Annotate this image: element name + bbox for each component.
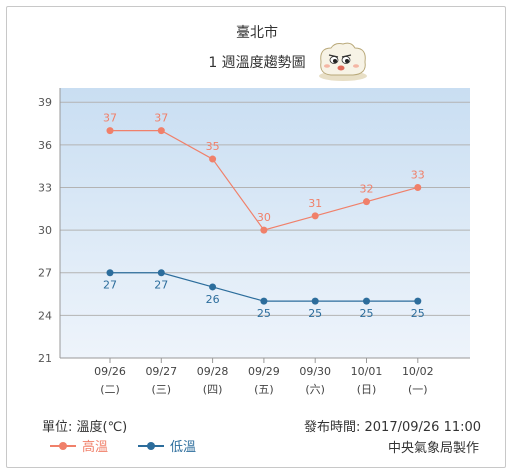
legend-low-swatch: [138, 441, 164, 451]
x-tick-label: 09/30: [299, 365, 331, 378]
high-data-label: 37: [103, 112, 117, 125]
low-data-label: 25: [411, 307, 425, 320]
high-data-label: 30: [257, 211, 271, 224]
high-data-label: 31: [308, 197, 322, 210]
x-tick-label: 09/28: [197, 365, 229, 378]
low-data-label: 26: [206, 293, 220, 306]
high-data-point: [311, 212, 319, 220]
x-weekday-label: (日): [357, 383, 377, 396]
legend-low-label: 低溫: [170, 440, 197, 455]
low-data-point: [414, 297, 422, 305]
plot-area: [60, 88, 470, 358]
y-tick-label: 33: [38, 181, 52, 194]
legend-low: 低溫: [138, 436, 196, 455]
y-tick-label: 21: [38, 352, 52, 365]
high-data-point: [260, 226, 268, 234]
high-data-label: 33: [411, 168, 425, 181]
maker-credit: 中央氣象局製作: [388, 441, 480, 456]
y-tick-label: 24: [38, 309, 52, 322]
y-tick-label: 27: [38, 267, 52, 280]
chart-frame: [6, 6, 506, 468]
legend-high-label: 高溫: [82, 440, 109, 455]
chart-location-title: 臺北市: [236, 25, 278, 41]
high-data-label: 32: [360, 183, 374, 196]
low-data-point: [311, 297, 319, 305]
x-tick-label: 09/27: [145, 365, 177, 378]
y-tick-label: 36: [38, 139, 52, 152]
x-tick-label: 09/29: [248, 365, 280, 378]
low-data-point: [157, 269, 165, 277]
y-tick-label: 30: [38, 224, 52, 237]
low-data-point: [106, 269, 114, 277]
high-data-label: 37: [154, 112, 168, 125]
low-data-label: 25: [360, 307, 374, 320]
high-data-point: [157, 127, 165, 135]
issued-time: 發布時間: 2017/09/26 11:00: [304, 420, 482, 435]
high-data-point: [106, 127, 114, 135]
high-data-label: 35: [206, 140, 220, 153]
low-data-point: [260, 297, 268, 305]
chart-subtitle: 1 週溫度趨勢圖: [208, 55, 306, 71]
x-weekday-label: (六): [305, 383, 325, 396]
x-weekday-label: (三): [152, 383, 172, 396]
low-data-label: 25: [257, 307, 271, 320]
y-tick-label: 39: [38, 96, 52, 109]
high-data-point: [209, 155, 217, 163]
low-data-label: 27: [103, 279, 117, 292]
x-tick-label: 09/26: [94, 365, 126, 378]
x-tick-label: 10/02: [402, 365, 434, 378]
low-data-point: [209, 283, 217, 291]
unit-label: 單位: 溫度(℃): [42, 420, 128, 435]
low-data-label: 27: [154, 279, 168, 292]
x-weekday-label: (二): [100, 383, 120, 396]
x-weekday-label: (四): [203, 383, 223, 396]
x-weekday-label: (一): [408, 383, 428, 396]
legend-high: 高溫: [50, 436, 108, 455]
low-data-point: [363, 297, 370, 305]
x-tick-label: 10/01: [351, 365, 383, 378]
x-weekday-label: (五): [254, 383, 274, 396]
legend-high-swatch: [50, 441, 76, 451]
weather-mascot-icon: [319, 42, 367, 81]
low-data-label: 25: [308, 307, 322, 320]
high-data-point: [363, 198, 370, 206]
high-data-point: [414, 183, 422, 191]
